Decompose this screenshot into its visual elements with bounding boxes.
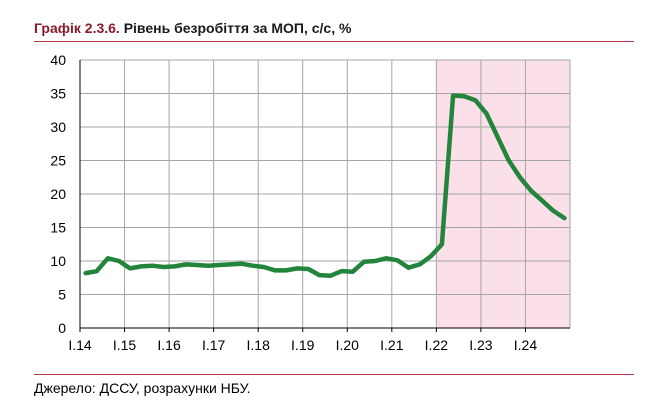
- title-divider: [34, 41, 634, 42]
- data-point: [541, 200, 543, 202]
- x-tick-label: I.19: [291, 337, 315, 353]
- x-tick-label: I.16: [157, 337, 181, 353]
- data-point: [441, 243, 443, 245]
- data-point: [485, 113, 487, 115]
- data-point: [341, 270, 343, 272]
- x-tick-label: I.20: [336, 337, 360, 353]
- y-tick-label: 25: [50, 153, 66, 169]
- y-tick-label: 15: [50, 220, 66, 236]
- data-point: [452, 95, 454, 97]
- data-point: [174, 265, 176, 267]
- data-point: [497, 136, 499, 138]
- data-point: [240, 263, 242, 265]
- x-tick-label: I.17: [202, 337, 226, 353]
- data-point: [263, 266, 265, 268]
- y-tick-label: 5: [58, 287, 66, 303]
- y-tick-label: 20: [50, 186, 66, 202]
- data-point: [129, 267, 131, 269]
- data-point: [285, 269, 287, 271]
- data-point: [274, 269, 276, 271]
- y-tick-label: 40: [50, 52, 66, 68]
- unemployment-line-chart: 0 5 10 15 20 25 30 35 40 I.14 I.15 I.16 I.17 I.18 I.19…: [50, 52, 571, 353]
- source-note: Джерело: ДССУ, розрахунки НБУ.: [34, 380, 251, 396]
- data-point: [207, 265, 209, 267]
- data-point: [474, 99, 476, 101]
- data-point: [396, 259, 398, 261]
- x-tick-label: I.15: [113, 337, 137, 353]
- y-tick-label: 30: [50, 119, 66, 135]
- data-point: [118, 260, 120, 262]
- series-line: [83, 93, 567, 278]
- data-point: [519, 176, 521, 178]
- data-point: [218, 264, 220, 266]
- source-divider: [34, 374, 634, 375]
- data-point: [140, 265, 142, 267]
- x-tick-label: I.23: [469, 337, 493, 353]
- data-point: [151, 265, 153, 267]
- y-tick-label: 0: [58, 320, 66, 336]
- chart-title-number: Графік 2.3.6.: [34, 20, 120, 36]
- data-point: [107, 257, 109, 259]
- y-tick-label: 35: [50, 86, 66, 102]
- x-tick-label: I.18: [247, 337, 271, 353]
- data-point: [463, 95, 465, 97]
- data-point: [196, 264, 198, 266]
- data-point: [374, 260, 376, 262]
- data-point: [330, 275, 332, 277]
- data-point: [363, 261, 365, 263]
- data-point: [352, 271, 354, 273]
- data-point: [252, 265, 254, 267]
- data-point: [229, 263, 231, 265]
- x-tick-label: I.22: [425, 337, 449, 353]
- data-point: [318, 274, 320, 276]
- data-point: [385, 257, 387, 259]
- data-point: [85, 272, 87, 274]
- data-point: [419, 263, 421, 265]
- data-point: [185, 263, 187, 265]
- data-point: [563, 217, 565, 219]
- data-point: [508, 160, 510, 161]
- data-point: [430, 255, 432, 257]
- data-point: [296, 267, 298, 269]
- x-tick-label: I.24: [514, 337, 538, 353]
- chart-title-text: Рівень безробіття за МОП, с/с, %: [123, 20, 352, 36]
- data-point: [307, 268, 309, 270]
- data-point: [530, 190, 532, 192]
- y-tick-label: 10: [50, 253, 66, 269]
- data-point: [96, 270, 98, 272]
- data-point: [552, 210, 554, 212]
- x-tick-label: I.21: [380, 337, 404, 353]
- data-point: [408, 267, 410, 269]
- data-point: [163, 266, 165, 268]
- x-tick-label: I.14: [68, 337, 92, 353]
- chart-title: Графік 2.3.6. Рівень безробіття за МОП, …: [34, 20, 351, 36]
